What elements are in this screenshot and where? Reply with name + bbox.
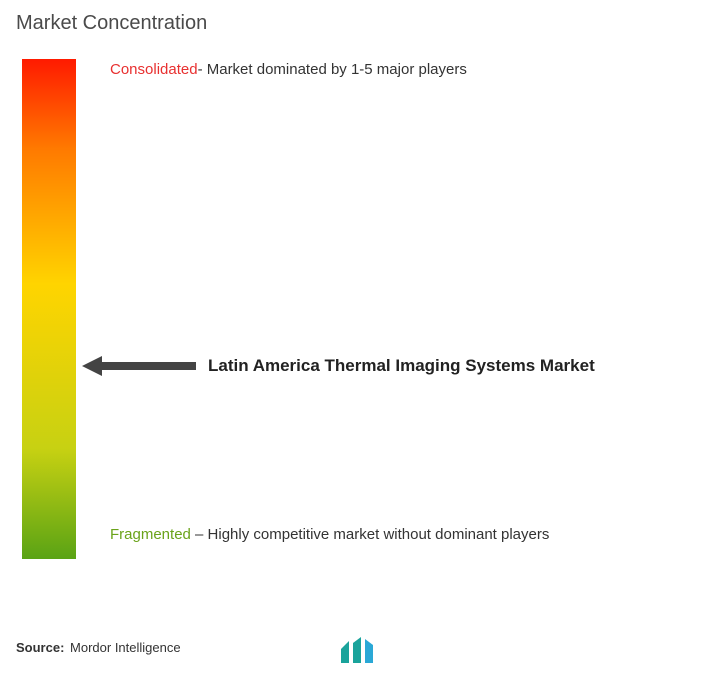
market-indicator: Latin America Thermal Imaging Systems Ma… — [82, 355, 595, 377]
consolidated-key: Consolidated — [110, 61, 198, 78]
source-value: Mordor Intelligence — [70, 640, 181, 655]
mordor-logo-icon — [339, 635, 381, 665]
page-title: Market Concentration — [16, 12, 685, 35]
arrow-left-icon — [82, 355, 198, 377]
gradient-bar — [22, 59, 76, 559]
concentration-chart: Consolidated- Market dominated by 1-5 ma… — [16, 59, 685, 579]
source-label: Source: — [16, 640, 64, 655]
labels-column: Consolidated- Market dominated by 1-5 ma… — [76, 59, 685, 559]
source-line: Source: Mordor Intelligence — [16, 640, 181, 655]
fragmented-desc: – Highly competitive market without domi… — [191, 526, 550, 543]
fragmented-label: Fragmented – Highly competitive market w… — [110, 521, 549, 549]
consolidated-desc: - Market dominated by 1-5 major players — [198, 61, 467, 78]
indicator-text: Latin America Thermal Imaging Systems Ma… — [208, 356, 595, 376]
fragmented-key: Fragmented — [110, 526, 191, 543]
consolidated-label: Consolidated- Market dominated by 1-5 ma… — [110, 59, 467, 82]
